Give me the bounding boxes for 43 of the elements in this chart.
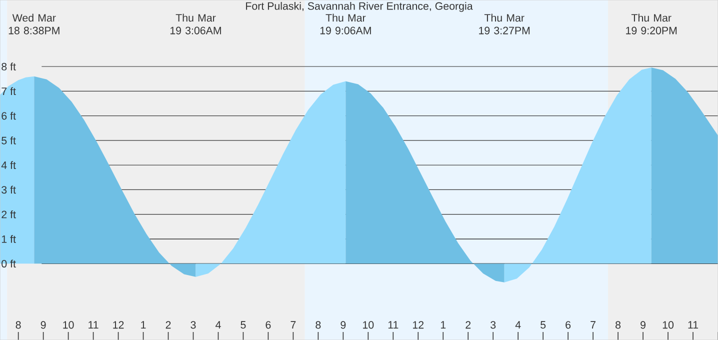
annotation: Thu Mar 19 3:06AM (170, 14, 221, 34)
x-tick-label: 2 (466, 321, 471, 329)
x-tick-label: 10 (662, 321, 674, 329)
x-tick-label: 5 (240, 321, 246, 329)
y-tick-label: 8 ft (2, 62, 16, 70)
x-tick-label: 6 (566, 321, 571, 329)
x-tick-label: 4 (216, 321, 221, 328)
y-tick-label: 0 ft (2, 260, 16, 268)
y-tick-label: 7 ft (2, 87, 16, 96)
x-tick-label: 9 (40, 321, 46, 329)
x-tick-label: 7 (590, 321, 596, 328)
x-tick-label: 1 (440, 321, 446, 328)
annotation: Thu Mar 19 9:06AM (320, 14, 371, 34)
x-tick-label: 3 (190, 321, 196, 329)
x-tick-label: 6 (266, 321, 271, 329)
x-tick-label: 2 (166, 321, 171, 329)
x-tick-label: 9 (640, 321, 646, 329)
x-tick-label: 5 (540, 321, 546, 329)
y-tick-label: 5 ft (2, 136, 16, 144)
x-tick-label: 8 (616, 321, 621, 329)
annotation: Thu Mar 19 3:27PM (479, 14, 530, 34)
x-tick-label: 8 (316, 321, 321, 329)
x-tick-label: 11 (388, 321, 398, 328)
chart-title: Fort Pulaski, Savannah River Entrance, Georgia (246, 2, 473, 12)
y-tick-label: 4 ft (1, 161, 16, 169)
y-tick-label: 3 ft (2, 186, 16, 194)
y-tick-label: 2 ft (2, 210, 16, 218)
x-tick-label: 11 (88, 321, 98, 328)
x-tick-label: 1 (141, 321, 146, 328)
x-tick-label: 4 (515, 321, 521, 328)
x-tick-label: 11 (688, 321, 698, 328)
y-tick-label: 1 ft (2, 235, 16, 243)
x-tick-label: 3 (490, 321, 496, 329)
x-tick-label: 10 (363, 321, 374, 329)
x-tick-label: 12 (413, 321, 424, 329)
x-tick-label: 10 (63, 321, 74, 329)
x-tick-label: 7 (290, 321, 296, 328)
y-tick-label: 6 ft (2, 112, 16, 120)
x-tick-label: 12 (113, 321, 124, 329)
x-tick-label: 8 (16, 321, 21, 329)
x-tick-label: 9 (340, 321, 346, 329)
annotation: Wed Mar 18 8:38PM (8, 14, 60, 34)
annotation: Thu Mar 19 9:20PM (626, 14, 677, 34)
